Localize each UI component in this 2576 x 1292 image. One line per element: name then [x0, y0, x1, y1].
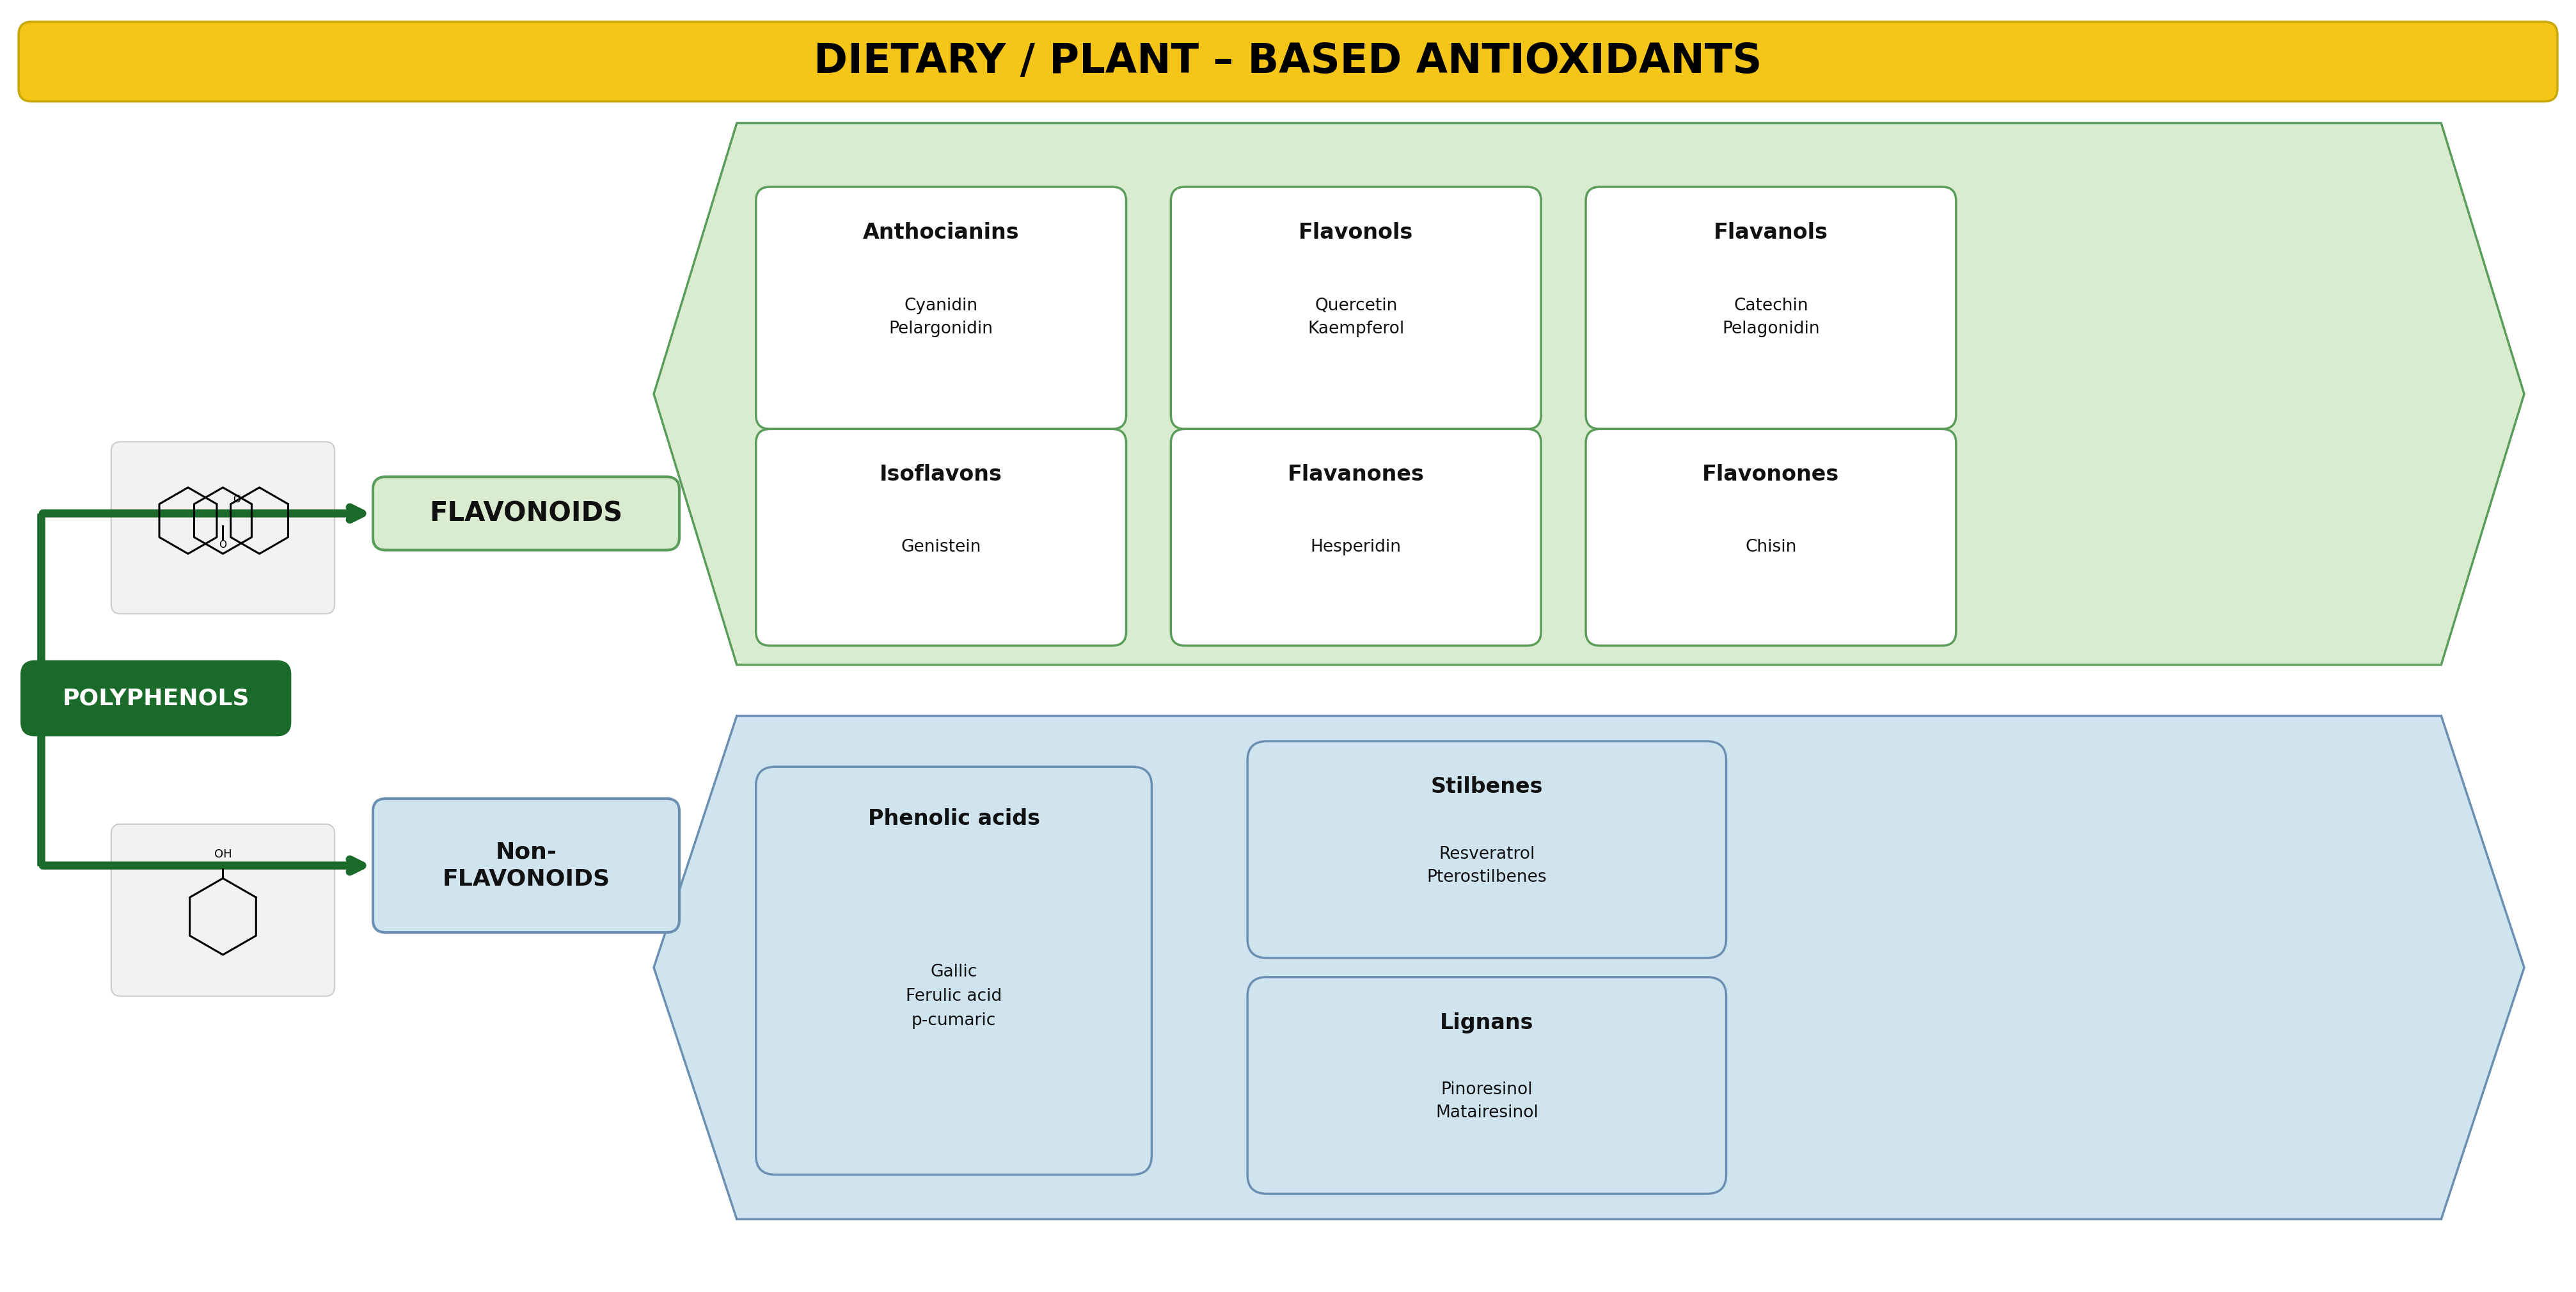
- FancyBboxPatch shape: [755, 187, 1126, 429]
- FancyBboxPatch shape: [1587, 429, 1955, 646]
- FancyBboxPatch shape: [1247, 977, 1726, 1194]
- FancyBboxPatch shape: [1172, 429, 1540, 646]
- FancyBboxPatch shape: [111, 442, 335, 614]
- FancyBboxPatch shape: [1587, 187, 1955, 429]
- Text: Gallic
Ferulic acid
p-cumaric: Gallic Ferulic acid p-cumaric: [907, 964, 1002, 1028]
- FancyBboxPatch shape: [1172, 187, 1540, 429]
- Text: FLAVONOIDS: FLAVONOIDS: [430, 500, 623, 527]
- Text: Quercetin
Kaempferol: Quercetin Kaempferol: [1309, 297, 1404, 337]
- FancyBboxPatch shape: [111, 824, 335, 996]
- Text: Catechin
Pelagonidin: Catechin Pelagonidin: [1723, 297, 1819, 337]
- Text: O: O: [219, 540, 227, 550]
- Polygon shape: [654, 123, 2524, 665]
- Text: Flavanones: Flavanones: [1288, 464, 1425, 486]
- Text: Stilbenes: Stilbenes: [1430, 776, 1543, 797]
- FancyBboxPatch shape: [374, 798, 680, 933]
- Text: OH: OH: [214, 849, 232, 860]
- Text: O: O: [232, 495, 240, 505]
- FancyBboxPatch shape: [18, 22, 2558, 102]
- Text: Flavonones: Flavonones: [1703, 464, 1839, 486]
- Polygon shape: [654, 716, 2524, 1220]
- FancyBboxPatch shape: [755, 429, 1126, 646]
- Text: Hesperidin: Hesperidin: [1311, 539, 1401, 556]
- Text: Flavonols: Flavonols: [1298, 222, 1414, 243]
- FancyBboxPatch shape: [1247, 742, 1726, 957]
- Text: Anthocianins: Anthocianins: [863, 222, 1020, 243]
- Text: Non-
FLAVONOIDS: Non- FLAVONOIDS: [443, 841, 611, 890]
- Text: POLYPHENOLS: POLYPHENOLS: [62, 687, 250, 709]
- FancyBboxPatch shape: [374, 477, 680, 550]
- Text: Chisin: Chisin: [1744, 539, 1795, 556]
- Text: Phenolic acids: Phenolic acids: [868, 809, 1041, 829]
- Text: Lignans: Lignans: [1440, 1012, 1533, 1034]
- FancyBboxPatch shape: [21, 662, 291, 735]
- Text: Isoflavons: Isoflavons: [878, 464, 1002, 486]
- Text: Pinoresinol
Matairesinol: Pinoresinol Matairesinol: [1435, 1081, 1538, 1121]
- Text: Flavanols: Flavanols: [1713, 222, 1829, 243]
- Text: Cyanidin
Pelargonidin: Cyanidin Pelargonidin: [889, 297, 994, 337]
- Text: Resveratrol
Pterostilbenes: Resveratrol Pterostilbenes: [1427, 846, 1546, 885]
- FancyBboxPatch shape: [755, 766, 1151, 1174]
- Text: Genistein: Genistein: [902, 539, 981, 556]
- Text: DIETARY / PLANT – BASED ANTIOXIDANTS: DIETARY / PLANT – BASED ANTIOXIDANTS: [814, 41, 1762, 81]
